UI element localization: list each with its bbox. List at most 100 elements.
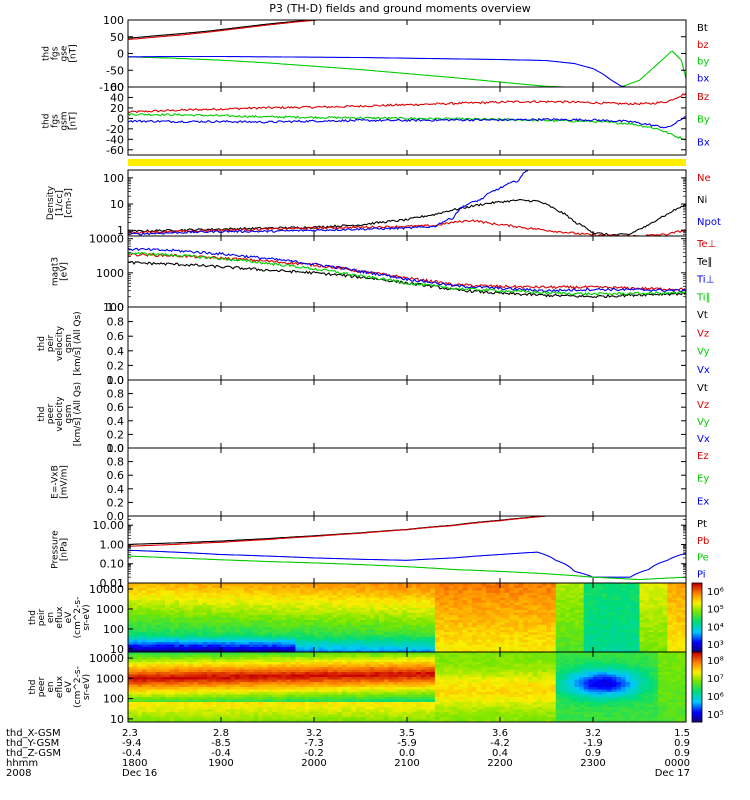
colorbar-label: 10⁶	[707, 587, 724, 598]
legend-label: Ti⊥	[696, 275, 714, 286]
y-tick-label: 20	[110, 102, 124, 115]
legend-label: Ti∥	[696, 292, 711, 303]
series-line	[128, 170, 528, 236]
ephemeris-row-label: 2008	[6, 768, 31, 779]
axis-label: peir	[37, 608, 47, 626]
ephemeris-value: -8.5	[211, 738, 231, 749]
y-tick-label: 0.4	[107, 483, 125, 496]
panel-peir_velocity: 1.0 0.80.6 0.40.2 0.0 Vt Vz Vy Vx thd peir velocit…	[37, 301, 710, 387]
y-tick-label: 0.6	[107, 401, 125, 414]
ephemeris-value: -4.2	[490, 738, 510, 749]
y-tick-label: 0.2	[107, 428, 125, 441]
colorbar	[691, 651, 703, 723]
ephemeris-value: -7.3	[304, 738, 324, 749]
series-group	[128, 516, 686, 581]
ephemeris-row-label: thd_Z-GSM	[6, 748, 61, 759]
legend-label: Ex	[697, 496, 709, 507]
ephemeris-value: 0.0	[399, 748, 415, 759]
y-tick-label: 0.8	[107, 456, 125, 469]
series-line	[128, 115, 686, 129]
series-line	[128, 112, 686, 141]
ephemeris-value: 0.9	[674, 738, 690, 749]
axis-label: [km/s] (All Qs)	[73, 382, 83, 446]
legend-label: Vt	[697, 310, 708, 321]
ephemeris-row-label: hhmm	[6, 758, 38, 769]
axis-label: thd	[37, 336, 47, 351]
legend-label: bx	[697, 73, 709, 84]
axis-label: velocity	[55, 325, 65, 361]
legend-label: Vz	[697, 328, 709, 339]
y-tick-label: 100	[103, 301, 124, 314]
y-tick-label: 1000	[96, 267, 124, 280]
y-tick-label: 0.6	[107, 330, 125, 343]
y-tick-label: 0	[117, 48, 124, 61]
axis-label: [nT]	[69, 112, 79, 130]
ephemeris-value: -0.4	[211, 748, 231, 759]
colorbar-label: 10⁴	[707, 622, 724, 633]
series-line	[128, 50, 686, 87]
ephemeris-value: 2.8	[213, 728, 229, 739]
y-tick-label: 0.10	[100, 558, 125, 571]
y-tick-label: 1000	[96, 603, 124, 616]
y-tick-label: 40	[110, 91, 124, 104]
series-line	[128, 516, 547, 546]
ephemeris-value: 2300	[580, 758, 605, 769]
series-line	[128, 549, 686, 578]
y-tick-label: 0.8	[107, 316, 125, 329]
series-line	[128, 252, 686, 291]
axis-label: thd	[28, 610, 38, 625]
legend-label: By	[697, 115, 710, 126]
legend-label: Vt	[697, 383, 708, 394]
axis-label: gse	[60, 45, 70, 61]
y-tick-label: -60	[106, 144, 124, 157]
series-line	[128, 516, 547, 547]
y-tick-label: 100	[103, 14, 124, 27]
y-tick-label: 1000	[96, 672, 124, 685]
panel-frame	[127, 86, 687, 156]
legend-label: Vx	[697, 365, 710, 376]
axis-label: Density	[46, 185, 56, 220]
y-tick-label: 100	[103, 623, 124, 636]
legend-label: Ez	[697, 451, 709, 462]
axis-label: fgs	[51, 114, 61, 128]
series-line	[128, 261, 686, 299]
ephemeris-value: -0.4	[122, 748, 142, 759]
panel-frame	[127, 651, 687, 723]
ephemeris-value: -9.4	[122, 738, 142, 749]
y-tick-label: 0.0	[107, 442, 125, 455]
axis-label: sr-eV)	[82, 604, 92, 630]
y-tick-label: 1.0	[107, 442, 125, 455]
legend-label: Te∥	[696, 257, 713, 268]
axis-label: [1/cc]	[55, 190, 65, 216]
legend-label: Ey	[697, 474, 709, 485]
axis-label: [cm-3]	[64, 188, 74, 218]
legend-label: Ni	[697, 195, 707, 206]
axis-label: eflux	[55, 606, 65, 629]
legend-label: Pi	[697, 569, 706, 580]
y-tick-label: 1.00	[100, 538, 125, 551]
ephemeris-row-label: thd_X-GSM	[6, 728, 61, 739]
colorbar-label: 10³	[707, 640, 724, 651]
figure-title: P3 (TH-D) fields and ground moments over…	[269, 2, 531, 15]
ephemeris-value: 0.9	[674, 748, 690, 759]
legend-label: Ne	[697, 173, 711, 184]
ephemeris-value: 3.2	[585, 728, 601, 739]
y-tick-label: 1.0	[107, 301, 125, 314]
series-line	[128, 92, 686, 114]
y-tick-label: 0	[117, 112, 124, 125]
panel-frame	[127, 19, 687, 88]
axis-label: velocity	[55, 396, 65, 432]
ephemeris-value: 2100	[394, 758, 419, 769]
spectrogram	[128, 583, 687, 653]
y-tick-label: -100	[99, 81, 124, 94]
panel-peir_eflux: 10⁶ 10⁵ 10⁴ 10³ 10000 1000 100 10 thd peir en eflux…	[28, 582, 724, 656]
ephemeris-value: 3.2	[306, 728, 322, 739]
legend-label: Pb	[697, 536, 709, 547]
y-tick-label: 0.8	[107, 388, 125, 401]
axis-label: thd	[28, 680, 38, 695]
spectrogram	[128, 652, 687, 723]
